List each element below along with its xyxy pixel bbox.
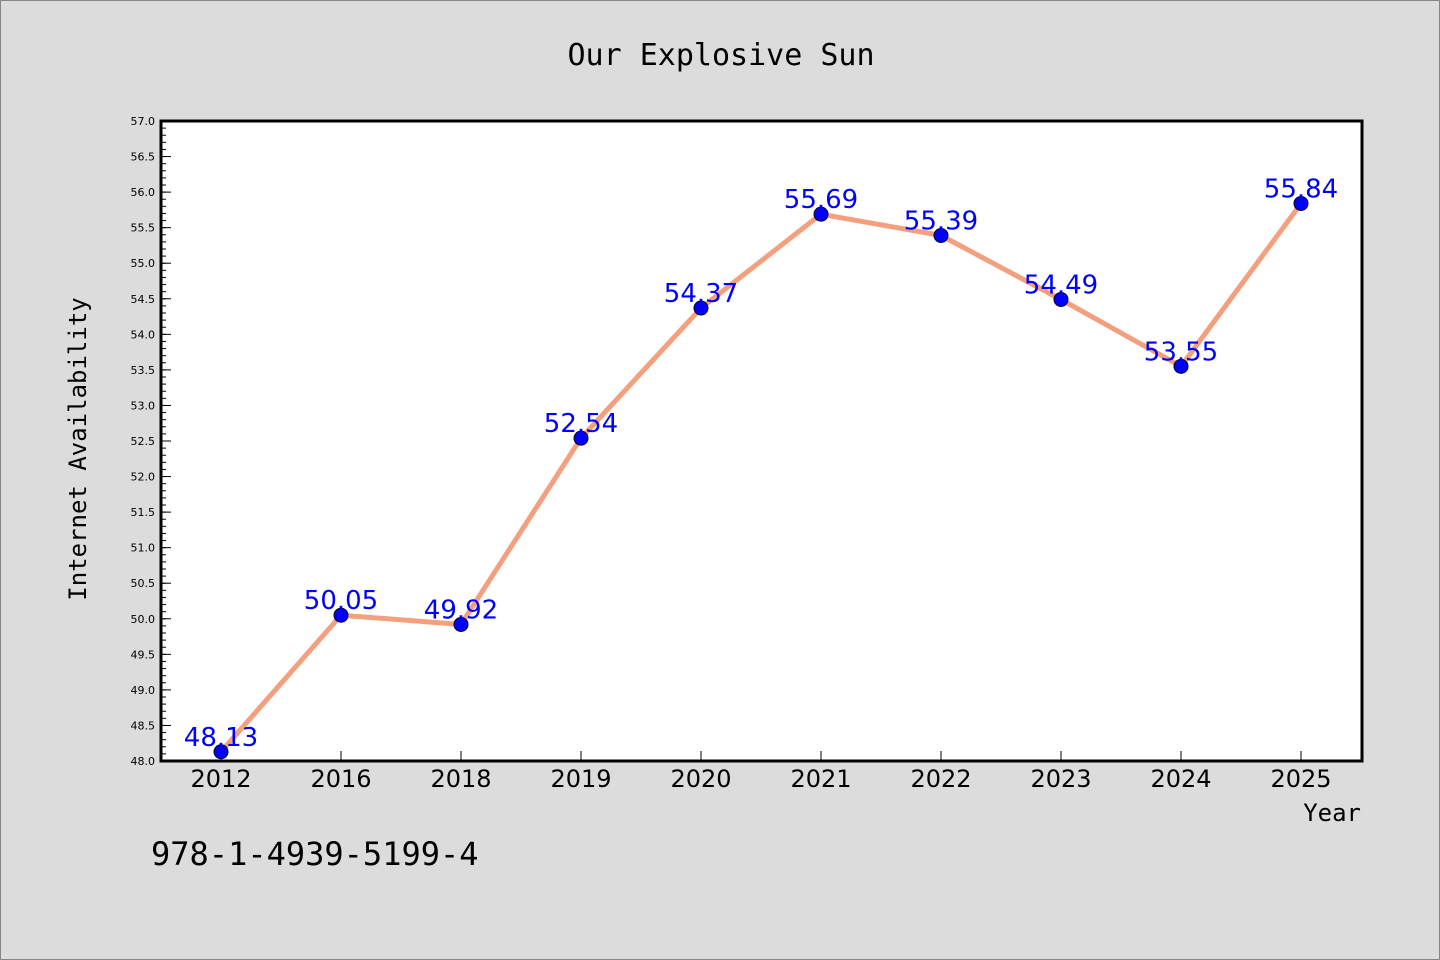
y-tick-label: 53.0: [131, 399, 156, 412]
y-tick-label: 55.0: [131, 257, 156, 270]
x-tick-label: 2019: [550, 765, 611, 793]
data-point: [1293, 195, 1309, 211]
data-label: 54.37: [664, 279, 738, 309]
y-tick-label: 49.5: [131, 648, 156, 661]
data-label: 48.13: [184, 723, 258, 753]
data-labels-group: 48.13 50.05 49.92 52.54 54.37 55.69 55.39 54.49…: [184, 174, 1338, 752]
data-label: 55.84: [1264, 174, 1338, 204]
x-tick-label: 2022: [910, 765, 971, 793]
x-tick-label: 2016: [310, 765, 371, 793]
data-label: 49.92: [424, 595, 498, 625]
y-tick-label: 51.0: [131, 542, 156, 555]
markers-group: [213, 195, 1309, 760]
y-tick-label: 52.5: [131, 435, 156, 448]
y-tick-label: 48.5: [131, 719, 156, 732]
data-label: 55.69: [784, 185, 858, 215]
x-tick-label: 2020: [670, 765, 731, 793]
y-tick-label: 53.5: [131, 364, 156, 377]
isbn-text: 978-1-4939-5199-4: [151, 835, 479, 873]
data-point: [813, 206, 829, 222]
x-tick-label: 2024: [1150, 765, 1211, 793]
data-point: [213, 744, 229, 760]
x-tick-label: 2023: [1030, 765, 1091, 793]
y-tick-label: 49.0: [131, 684, 156, 697]
y-tick-label: 50.0: [131, 613, 156, 626]
data-point: [693, 300, 709, 316]
data-point: [1173, 358, 1189, 374]
y-tick-label: 52.0: [131, 471, 156, 484]
x-axis: 2012 2016 2018 2019 2020 2021 2022 2023 2024 2025: [190, 751, 1332, 793]
data-label: 55.39: [904, 206, 978, 236]
y-tick-label: 56.0: [131, 186, 156, 199]
data-point: [1053, 291, 1069, 307]
chart-title: Our Explosive Sun: [567, 38, 874, 73]
y-tick-label: 48.0: [131, 755, 156, 768]
data-point: [453, 616, 469, 632]
y-tick-label: 54.5: [131, 293, 156, 306]
series-line: [218, 200, 1304, 755]
data-label: 54.49: [1024, 270, 1098, 300]
data-label: 50.05: [304, 586, 378, 616]
y-tick-label: 54.0: [131, 328, 156, 341]
x-tick-label: 2021: [790, 765, 851, 793]
y-tick-label: 50.5: [131, 577, 156, 590]
y-tick-label: 55.5: [131, 222, 156, 235]
x-tick-label: 2012: [190, 765, 251, 793]
series-line-group: [218, 200, 1304, 755]
y-tick-label: 56.5: [131, 151, 156, 164]
data-label: 52.54: [544, 409, 618, 439]
data-point: [933, 227, 949, 243]
data-label: 53.55: [1144, 337, 1218, 367]
x-tick-label: 2018: [430, 765, 491, 793]
y-tick-label: 57.0: [131, 115, 156, 128]
y-axis-title: Internet Availability: [64, 297, 92, 600]
x-axis-title: Year: [1303, 799, 1361, 827]
plot-area: [159, 119, 1364, 763]
x-tick-label: 2025: [1270, 765, 1331, 793]
data-point: [333, 607, 349, 623]
data-point: [573, 430, 589, 446]
y-axis: 48.0 48.5 49.0 49.5 50.0 50.5 51.0 51.5 52.0 52.5…: [131, 115, 171, 768]
y-tick-label: 51.5: [131, 506, 156, 519]
